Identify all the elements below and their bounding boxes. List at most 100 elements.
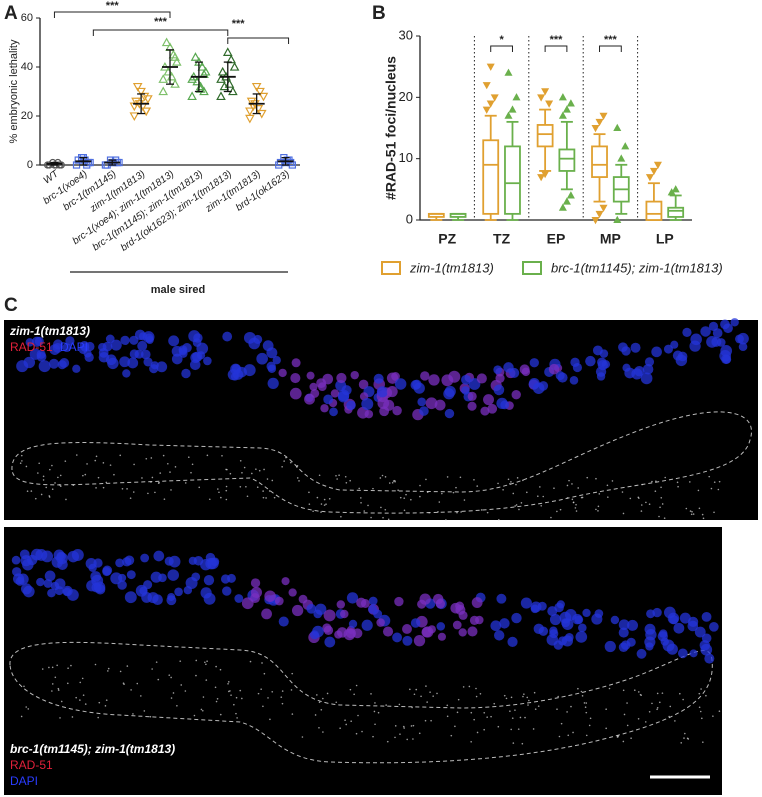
- focus: [266, 478, 269, 480]
- nucleus: [452, 620, 462, 630]
- focus: [51, 690, 53, 692]
- focus: [479, 692, 482, 695]
- focus: [163, 498, 166, 500]
- focus: [167, 462, 169, 465]
- focus: [195, 659, 198, 662]
- focus: [575, 503, 577, 506]
- nucleus: [651, 346, 662, 358]
- nucleus: [722, 354, 732, 364]
- nucleus: [666, 643, 678, 655]
- nucleus: [368, 604, 378, 614]
- focus: [412, 738, 414, 740]
- data-point: [158, 74, 169, 83]
- nucleus: [227, 369, 239, 381]
- focus: [97, 716, 99, 719]
- focus: [180, 684, 183, 686]
- data-point: [170, 52, 180, 61]
- focus: [312, 510, 314, 513]
- focus: [692, 513, 695, 515]
- nucleus: [458, 628, 467, 637]
- focus: [79, 699, 81, 701]
- focus: [537, 495, 539, 498]
- data-point: [129, 112, 140, 122]
- focus: [102, 486, 105, 489]
- focus: [57, 689, 60, 691]
- data-point: [617, 154, 626, 162]
- focus: [528, 699, 530, 702]
- focus: [648, 710, 651, 713]
- nucleus: [120, 335, 130, 346]
- focus: [677, 485, 679, 488]
- focus: [701, 717, 703, 720]
- focus: [391, 481, 394, 484]
- nucleus: [57, 360, 67, 370]
- nucleus: [368, 596, 378, 606]
- focus: [436, 692, 438, 695]
- nucleus: [57, 559, 68, 570]
- data-point: [255, 87, 265, 97]
- focus: [550, 516, 552, 519]
- nucleus: [507, 636, 518, 647]
- nucleus: [168, 555, 181, 568]
- data-point: [143, 95, 153, 104]
- focus: [107, 667, 110, 670]
- focus: [67, 682, 69, 685]
- focus: [151, 476, 154, 479]
- nucleus: [47, 588, 56, 598]
- nucleus: [720, 319, 730, 330]
- focus: [386, 740, 389, 743]
- focus: [190, 471, 192, 474]
- nucleus: [627, 619, 638, 631]
- focus: [476, 731, 479, 734]
- focus: [184, 690, 187, 692]
- y-tick-label: 40: [21, 61, 33, 73]
- focus: [661, 503, 664, 505]
- focus: [637, 691, 640, 693]
- focus: [119, 670, 122, 673]
- nucleus: [178, 345, 188, 355]
- focus: [113, 473, 115, 476]
- focus: [640, 510, 643, 512]
- nucleus: [578, 623, 587, 633]
- focus: [626, 702, 628, 704]
- nucleus: [689, 649, 698, 658]
- nucleus: [425, 397, 438, 410]
- nucleus: [153, 550, 165, 562]
- focus: [509, 710, 511, 712]
- focus: [141, 477, 143, 479]
- nucleus: [417, 397, 427, 407]
- nucleus: [41, 550, 54, 563]
- nucleus: [306, 371, 315, 380]
- data-point: [482, 106, 491, 114]
- nucleus: [272, 356, 281, 365]
- focus: [107, 670, 109, 672]
- focus: [399, 496, 402, 499]
- micrograph: [4, 320, 758, 520]
- data-point: [158, 86, 169, 96]
- focus: [597, 505, 600, 508]
- nucleus: [701, 611, 712, 622]
- nucleus: [493, 384, 505, 396]
- focus: [373, 710, 376, 713]
- focus: [225, 485, 228, 488]
- focus: [217, 488, 219, 490]
- focus: [522, 479, 524, 482]
- focus: [262, 496, 265, 499]
- focus: [296, 477, 299, 479]
- nucleus: [190, 352, 202, 364]
- focus: [136, 682, 139, 685]
- focus: [54, 482, 56, 484]
- focus: [661, 692, 664, 694]
- focus: [26, 490, 29, 493]
- nucleus: [520, 597, 532, 609]
- focus: [557, 695, 559, 698]
- focus: [25, 706, 28, 708]
- focus: [215, 700, 218, 703]
- focus: [660, 486, 662, 489]
- nucleus: [663, 606, 676, 619]
- focus: [257, 692, 260, 695]
- nucleus: [480, 406, 490, 416]
- focus: [475, 687, 477, 690]
- nucleus: [565, 633, 574, 642]
- nucleus: [323, 394, 334, 405]
